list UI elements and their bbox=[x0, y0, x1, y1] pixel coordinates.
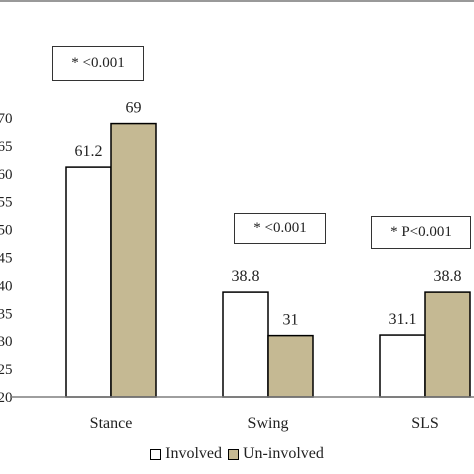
x-tick-label: Swing bbox=[248, 415, 289, 432]
legend-swatch-uninvolved bbox=[228, 448, 239, 460]
bar-un-involved-sls bbox=[424, 291, 471, 398]
x-tick-label: SLS bbox=[411, 415, 439, 432]
data-label: 38.8 bbox=[232, 268, 260, 285]
p-value-annotation-swing: * <0.001 bbox=[234, 213, 326, 244]
p-value-annotation-sls: * P<0.001 bbox=[371, 216, 471, 249]
legend-item-uninvolved: Un-involved bbox=[228, 445, 324, 463]
y-tick-label: 45 bbox=[0, 251, 13, 267]
y-tick-label: 35 bbox=[0, 306, 13, 322]
legend: Involved Un-involved bbox=[0, 442, 474, 466]
x-tick-label: Stance bbox=[90, 415, 133, 432]
legend-swatch-involved bbox=[150, 448, 162, 460]
bar-involved-swing bbox=[222, 291, 269, 398]
data-label: 38.8 bbox=[434, 268, 462, 285]
y-tick-label: 55 bbox=[0, 195, 13, 211]
legend-label-uninvolved: Un-involved bbox=[243, 445, 324, 462]
y-tick-label: 30 bbox=[0, 334, 13, 350]
bar-involved-stance bbox=[65, 166, 112, 398]
y-tick-label: 20 bbox=[0, 390, 13, 406]
data-label: 31.1 bbox=[389, 311, 417, 328]
bar-un-involved-stance bbox=[110, 122, 157, 398]
data-label: 69 bbox=[126, 100, 142, 117]
y-tick-label: 25 bbox=[0, 362, 13, 378]
legend-label-involved: Involved bbox=[165, 445, 222, 462]
data-label: 31 bbox=[283, 312, 299, 329]
y-tick-label: 60 bbox=[0, 167, 13, 183]
y-tick-label: 50 bbox=[0, 223, 13, 239]
bar-un-involved-swing bbox=[267, 334, 314, 398]
y-tick-label: 65 bbox=[0, 139, 13, 155]
p-value-annotation-stance: * <0.001 bbox=[52, 46, 144, 81]
bar-involved-sls bbox=[379, 334, 426, 398]
legend-item-involved: Involved bbox=[150, 445, 222, 463]
data-label: 61.2 bbox=[75, 143, 103, 160]
y-tick-label: 40 bbox=[0, 278, 13, 294]
y-tick-label: 70 bbox=[0, 111, 13, 127]
